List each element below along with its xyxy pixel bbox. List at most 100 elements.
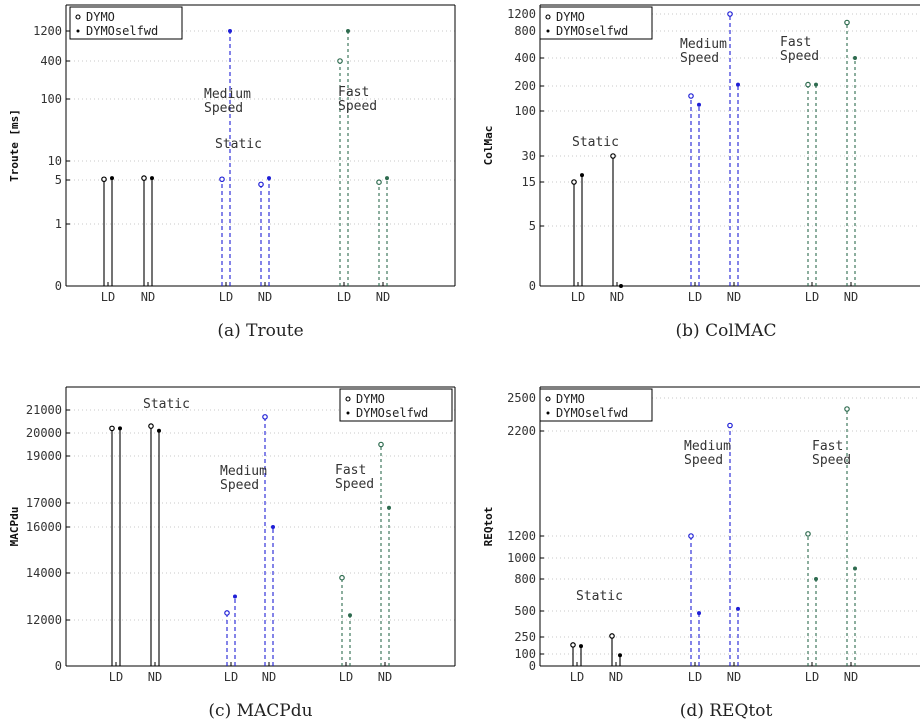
stem-marker-dymoselfwd — [118, 426, 123, 431]
y-tick-label: 2500 — [507, 391, 536, 405]
stem-marker-dymo — [262, 414, 268, 420]
stem-marker-dymoselfwd — [736, 82, 741, 87]
y-tick-label: 0 — [529, 279, 536, 293]
x-tick-label: LD — [570, 670, 584, 684]
y-tick-label: 250 — [514, 630, 536, 644]
stem-marker-dymo — [727, 422, 733, 429]
legend-marker-dymoselfwd — [346, 411, 350, 415]
legend-marker-dymo — [75, 14, 81, 20]
group-label: Speed — [812, 453, 851, 468]
y-tick-label: 1200 — [33, 24, 62, 38]
legend-box — [69, 6, 183, 40]
x-tick-label: LD — [688, 290, 702, 304]
group-label: Medium — [220, 464, 267, 479]
y-tick-label: 1000 — [507, 551, 536, 565]
y-tick-label: 100 — [40, 92, 62, 106]
y-tick-label: 1200 — [507, 7, 536, 21]
stem-marker-dymoselfwd — [814, 577, 819, 582]
stem-marker-dymo — [101, 176, 107, 183]
legend-label: DYMO — [556, 392, 585, 406]
stem-marker-dymoselfwd — [345, 28, 350, 33]
y-tick-label: 10 — [48, 154, 62, 168]
stem-marker-dymoselfwd — [227, 28, 232, 33]
legend-label: DYMOselfwd — [86, 24, 158, 38]
stem-marker-dymoselfwd — [697, 102, 702, 107]
group-label: Fast — [780, 35, 811, 50]
y-tick-label: 19000 — [26, 449, 62, 463]
group-label: Static — [576, 589, 623, 604]
y-tick-label: 1200 — [507, 529, 536, 543]
stem-marker-dymoselfwd — [697, 611, 702, 616]
x-tick-label: LD — [219, 290, 233, 304]
stem-marker-dymo — [570, 642, 576, 648]
y-tick-label: 100 — [514, 647, 536, 661]
stem-marker-dymo — [609, 633, 615, 639]
x-tick-label: LD — [224, 670, 238, 684]
y-tick-label: 5 — [529, 219, 536, 233]
y-tick-label: 21000 — [26, 403, 62, 417]
group-label: Medium — [204, 87, 251, 102]
legend-label: DYMOselfwd — [356, 406, 428, 420]
x-tick-label: ND — [376, 290, 390, 304]
stem-marker-dymo — [844, 19, 850, 26]
panel-caption: (a) Troute — [217, 321, 303, 341]
group-label: Speed — [780, 49, 819, 64]
y-tick-label: 16000 — [26, 520, 62, 534]
stem-marker-dymoselfwd — [618, 653, 623, 658]
panel-troute: 0 1 5 10 100 400 1200 Troute [ms] LD ND LD ND LD ND St… — [8, 4, 456, 341]
stem-marker-dymoselfwd — [386, 505, 391, 510]
y-tick-label: 5 — [55, 173, 62, 187]
stem-marker-dymo — [844, 406, 850, 412]
y-tick-label: 17000 — [26, 496, 62, 510]
group-label: Static — [143, 397, 190, 412]
stem-marker-dymoselfwd — [579, 644, 584, 649]
y-tick-label: 400 — [40, 54, 62, 68]
panel-caption: (b) ColMAC — [676, 321, 777, 341]
stem-marker-dymo — [688, 93, 694, 99]
y-axis-label: MACPdu — [8, 507, 21, 547]
group-label: Speed — [204, 101, 243, 116]
group-label: Fast — [335, 463, 366, 478]
x-tick-label: ND — [148, 670, 162, 684]
x-tick-label: LD — [339, 670, 353, 684]
x-tick-label: ND — [844, 290, 858, 304]
legend-label: DYMOselfwd — [556, 406, 628, 420]
y-tick-label: 2200 — [507, 424, 536, 438]
stem-marker-dymoselfwd — [110, 176, 115, 181]
x-tick-label: LD — [109, 670, 123, 684]
x-tick-label: ND — [844, 670, 858, 684]
y-axis-label: Troute [ms] — [8, 109, 21, 182]
x-tick-label: LD — [688, 670, 702, 684]
legend-marker-dymo — [545, 396, 551, 402]
x-tick-label: LD — [101, 290, 115, 304]
panel-colmac: 0 5 15 30 100 200 400 800 1200 ColMac LD ND LD ND LD ND… — [482, 4, 920, 341]
y-tick-label: 100 — [514, 104, 536, 118]
stem-marker-dymoselfwd — [853, 56, 858, 61]
y-tick-label: 400 — [514, 51, 536, 65]
stem-marker-dymo — [688, 533, 694, 539]
stem-marker-dymoselfwd — [580, 173, 585, 178]
stem-marker-dymo — [610, 153, 616, 159]
x-tick-label: ND — [258, 290, 272, 304]
y-tick-label: 20000 — [26, 426, 62, 440]
stem-marker-dymoselfwd — [814, 82, 819, 87]
stem-marker-dymo — [337, 58, 343, 64]
stem-marker-dymo — [376, 179, 382, 186]
legend-marker-dymoselfwd — [546, 29, 550, 33]
group-label: Fast — [338, 85, 369, 100]
stem-marker-dymoselfwd — [347, 613, 352, 618]
stem-marker-dymoselfwd — [270, 525, 275, 530]
y-tick-label: 0 — [55, 279, 62, 293]
stem-marker-dymoselfwd — [232, 594, 237, 599]
y-axis-label: REQtot — [482, 507, 495, 547]
legend-marker-dymoselfwd — [76, 29, 80, 33]
panel-caption: (d) REQtot — [680, 701, 773, 721]
panel-macpdu: 0 12000 14000 16000 17000 19000 20000 21000 MACP… — [8, 386, 456, 721]
y-tick-label: 0 — [55, 659, 62, 673]
panel-caption: (c) MACPdu — [208, 701, 312, 721]
stem-marker-dymo — [339, 574, 345, 581]
x-tick-label: LD — [337, 290, 351, 304]
stem-marker-dymoselfwd — [736, 606, 741, 611]
